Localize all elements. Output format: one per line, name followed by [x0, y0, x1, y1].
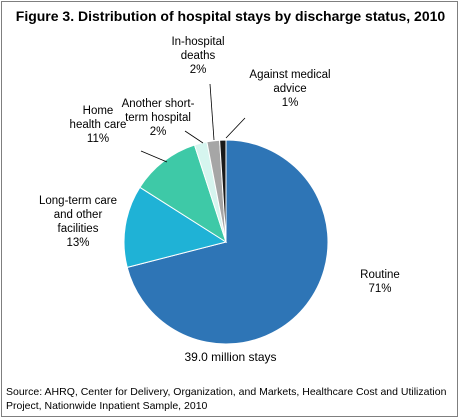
pie-slice-against-medical-advice	[219, 139, 227, 243]
label-deaths-line2: deaths	[180, 50, 216, 62]
leader-line-deaths	[209, 83, 215, 141]
label-ama-pct: 1%	[281, 97, 299, 109]
label-routine-name: Routine	[360, 269, 400, 281]
label-deaths-pct: 2%	[189, 64, 207, 76]
label-routine-pct: 71%	[368, 283, 392, 295]
leader-line-ama	[225, 117, 246, 139]
label-home-line2: health care	[69, 119, 127, 131]
label-ltc-line2: and other	[53, 209, 103, 221]
label-another-short-term-hospital: Another short- term hospital 2%	[113, 97, 203, 139]
label-against-medical-advice: Against medical advice 1%	[240, 68, 340, 110]
pie-slice-long-term-care-and-other-facilities	[123, 186, 228, 268]
label-routine: Routine 71%	[350, 268, 410, 296]
leader-line-home	[140, 150, 168, 163]
label-long-term-care: Long-term care and other facilities 13%	[28, 194, 128, 250]
label-ltc-pct: 13%	[66, 237, 90, 249]
label-home-line1: Home	[82, 105, 114, 117]
label-short-term-pct: 2%	[149, 126, 167, 138]
source-note: Source: AHRQ, Center for Delivery, Organ…	[6, 386, 447, 412]
label-home-pct: 11%	[86, 133, 110, 145]
label-home-health-care: Home health care 11%	[58, 104, 138, 146]
leader-line-short-term	[184, 130, 204, 144]
chart-title: Figure 3. Distribution of hospital stays…	[15, 8, 446, 24]
label-short-term-line1: Another short-	[121, 98, 195, 110]
label-in-hospital-deaths: In-hospital deaths 2%	[163, 35, 233, 77]
label-ama-line2: advice	[273, 83, 307, 95]
total-stays-note: 39.0 million stays	[184, 350, 277, 364]
pie-slice-routine	[126, 139, 329, 345]
label-deaths-line1: In-hospital	[171, 36, 225, 48]
pie-slice-home-health-care	[139, 144, 227, 244]
label-short-term-line2: term hospital	[125, 112, 191, 124]
label-ama-line1: Against medical	[249, 69, 331, 81]
label-ltc-line1: Long-term care	[39, 195, 117, 207]
label-ltc-line3: facilities	[57, 223, 99, 235]
